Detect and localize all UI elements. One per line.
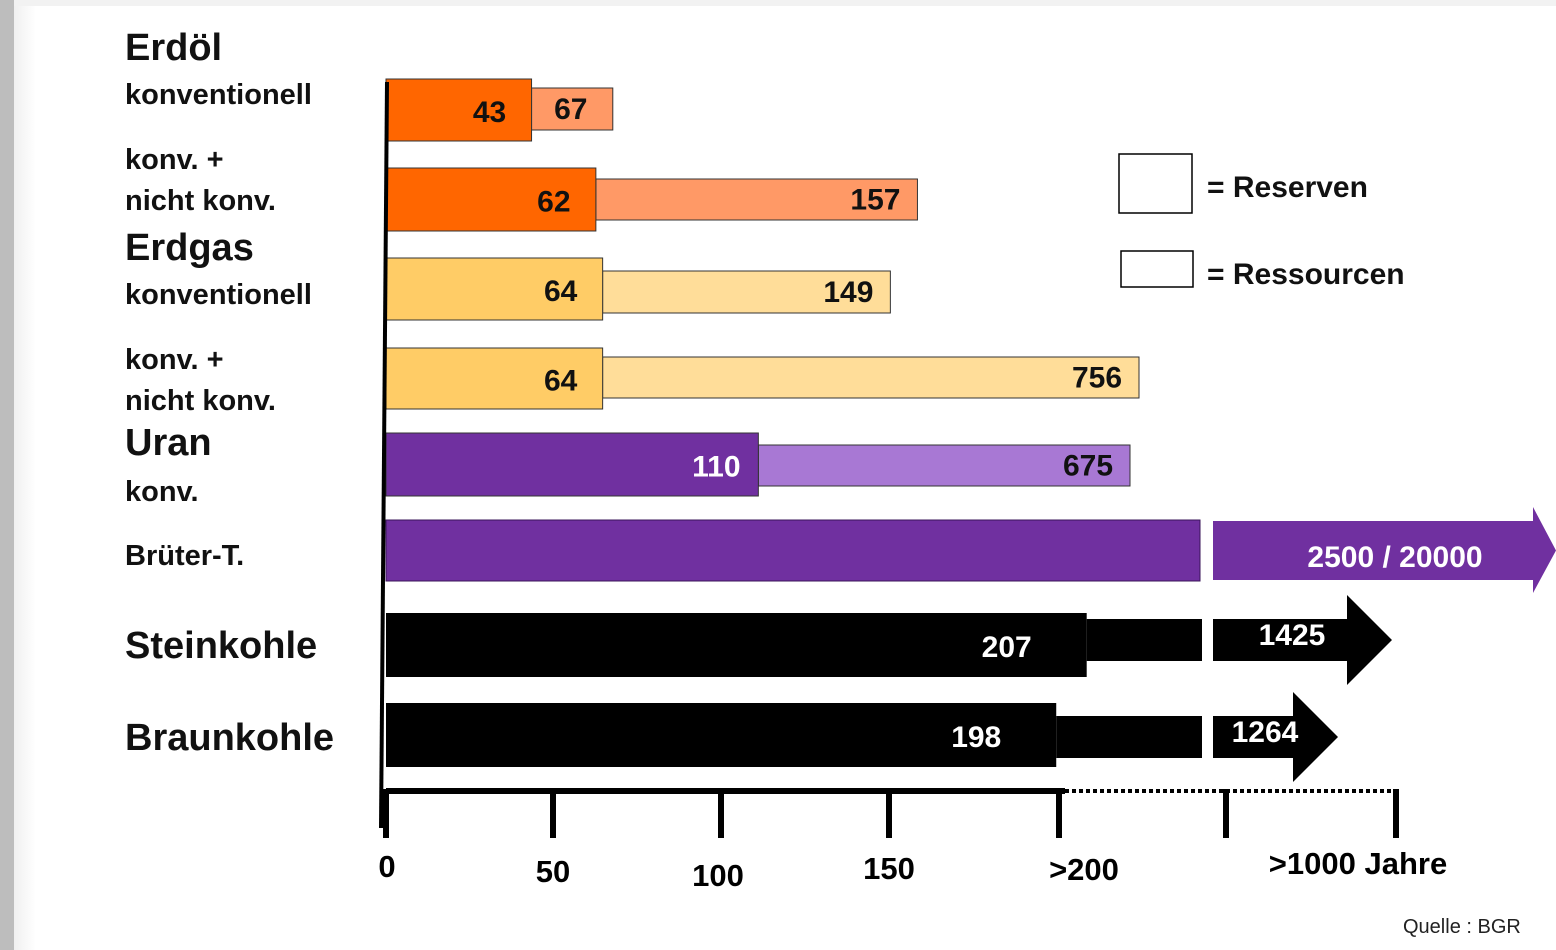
legend-swatch-ressourcen xyxy=(1120,250,1194,288)
left-border xyxy=(0,0,14,950)
value-label-brueter: 2500 / 20000 xyxy=(1307,541,1482,574)
bar-brueter-arrow xyxy=(1213,507,1556,593)
value-label-reserve-6: 207 xyxy=(982,631,1032,664)
group-label-erdgas: Erdgas xyxy=(125,227,254,269)
row-label-brueter: Brüter-T. xyxy=(125,540,244,572)
bar-brueter-reserve xyxy=(385,519,1201,582)
x-tick-label-1: 50 xyxy=(536,854,570,889)
value-label-reserve-1: 62 xyxy=(537,186,570,219)
row-label-erdgas-nk-2: nicht konv. xyxy=(125,385,276,417)
value-label-reserve-2: 64 xyxy=(544,275,578,308)
x-tick-label-0: 0 xyxy=(378,849,395,884)
row-label-erdoel-nk-2: nicht konv. xyxy=(125,185,276,217)
legend-swatch-reserven xyxy=(1118,153,1193,214)
source-note: Quelle : BGR xyxy=(1403,916,1521,938)
row-label-erdoel-konv: konventionell xyxy=(125,79,312,111)
value-label-resource-7: 1264 xyxy=(1232,716,1299,749)
bar-resource-3 xyxy=(602,356,1140,399)
bar-reserve-7 xyxy=(386,703,1057,767)
bar-resource-2 xyxy=(602,270,891,314)
bar-reserve-1 xyxy=(385,167,597,232)
bar-arrow-7 xyxy=(1213,692,1338,782)
x-tick-label-4: >200 xyxy=(1049,852,1119,887)
row-label-steinkohle: Steinkohle xyxy=(125,625,317,667)
group-label-erdoel: Erdöl xyxy=(125,27,222,69)
bar-arrow-6 xyxy=(1213,595,1392,685)
value-label-resource-1: 157 xyxy=(850,184,900,217)
bar-resource-6 xyxy=(1086,619,1202,661)
bar-reserve-0 xyxy=(385,78,533,142)
value-label-resource-6: 1425 xyxy=(1259,619,1326,652)
bar-reserve-4 xyxy=(385,432,759,497)
value-label-resource-4: 675 xyxy=(1063,450,1113,483)
value-label-reserve-0: 43 xyxy=(473,96,506,129)
value-label-resource-2: 149 xyxy=(823,276,873,309)
top-band xyxy=(14,0,1556,6)
row-label-erdgas-nk-1: konv. + xyxy=(125,344,224,376)
legend-label-ressourcen: = Ressourcen xyxy=(1207,258,1405,291)
value-label-resource-0: 67 xyxy=(554,93,587,126)
left-shadow xyxy=(14,0,36,950)
value-label-reserve-7: 198 xyxy=(951,721,1001,754)
value-label-resource-3: 756 xyxy=(1072,362,1122,395)
y-axis-line xyxy=(379,81,389,829)
row-label-erdgas-konv: konventionell xyxy=(125,279,312,311)
bar-reserve-3 xyxy=(385,347,604,410)
row-label-uran-konv: konv. xyxy=(125,476,199,508)
x-tick-label-2: 100 xyxy=(692,858,744,893)
value-label-reserve-3: 64 xyxy=(544,365,578,398)
x-tick-label-3: 150 xyxy=(863,851,915,886)
x-tick-label-5: >1000 Jahre xyxy=(1269,846,1447,881)
bar-resource-7 xyxy=(1056,716,1202,758)
bar-reserve-2 xyxy=(385,257,604,321)
row-label-braunkohle: Braunkohle xyxy=(125,717,334,759)
group-label-uran: Uran xyxy=(125,422,212,464)
bar-reserve-6 xyxy=(386,613,1087,677)
row-label-erdoel-nk-1: konv. + xyxy=(125,144,224,176)
bar-resource-0 xyxy=(531,87,614,131)
value-label-reserve-4: 110 xyxy=(692,451,740,484)
legend-label-reserven: = Reserven xyxy=(1207,171,1368,204)
bar-resource-4 xyxy=(757,444,1131,487)
